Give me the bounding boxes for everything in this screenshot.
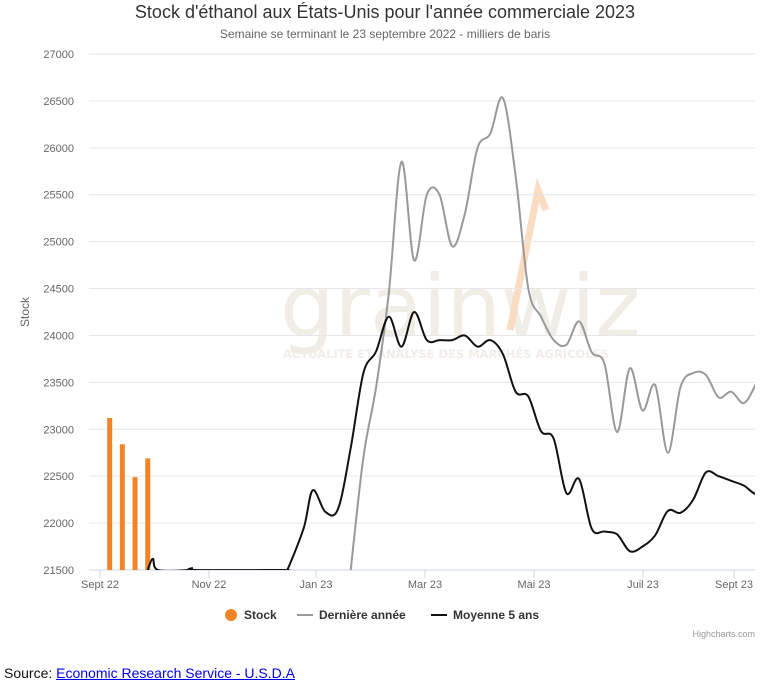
legend-label: Dernière année (319, 608, 406, 622)
legend-symbol (225, 609, 237, 621)
x-tick-label: Mar 23 (408, 579, 442, 591)
y-tick-label: 21500 (43, 565, 74, 577)
series-stock (107, 418, 151, 570)
legend-label: Stock (244, 608, 277, 622)
y-tick-label: 27000 (43, 49, 74, 61)
x-axis: Sept 22 Nov 22 Jan 23 Mar 23 Mai 23 Juil 23 Se… (81, 569, 755, 591)
watermark-brand: grainwiz (280, 257, 640, 357)
chart-title: Stock d'éthanol aux États-Unis pour l'an… (135, 2, 635, 22)
series-line-derniere-annee[interactable] (349, 96, 779, 570)
y-tick-label: 25500 (43, 190, 74, 202)
source-note: Source: Economic Research Service - U.S.… (4, 665, 295, 681)
legend-item-stock[interactable]: Stock (225, 608, 277, 622)
x-tick-label: Sept 23 (715, 579, 753, 591)
stock-bar[interactable] (132, 477, 138, 570)
grid-lines (89, 53, 755, 571)
y-tick-label: 23000 (43, 424, 74, 436)
ethanol-stock-chart: grainwiz ACTUALITÉ ET ANALYSE DES MARCHÉ… (18, 2, 779, 639)
grainwiz-watermark: grainwiz ACTUALITÉ ET ANALYSE DES MARCHÉ… (280, 177, 640, 361)
y-axis-ticks: 21500 22000 22500 23000 23500 24000 24500 25000… (43, 49, 74, 577)
y-tick-label: 26500 (43, 96, 74, 108)
stock-bar[interactable] (145, 458, 151, 570)
stock-bar[interactable] (107, 418, 113, 570)
source-link[interactable]: Economic Research Service - U.S.D.A (56, 665, 295, 681)
y-tick-label: 22000 (43, 518, 74, 530)
legend-item-moyenne-5-ans[interactable]: Moyenne 5 ans (431, 608, 539, 622)
source-prefix: Source: (4, 665, 57, 681)
stock-bar[interactable] (119, 444, 125, 570)
watermark-tagline: ACTUALITÉ ET ANALYSE DES MARCHÉS AGRICOL… (283, 346, 609, 361)
x-tick-label: Sept 22 (81, 579, 119, 591)
x-tick-label: Juil 23 (627, 579, 659, 591)
y-tick-label: 23500 (43, 377, 74, 389)
x-tick-label: Jan 23 (299, 579, 332, 591)
legend: Stock Dernière année Moyenne 5 ans (225, 608, 539, 622)
y-tick-label: 24500 (43, 284, 74, 296)
watermark-swoosh-icon (506, 177, 550, 331)
credits-link[interactable]: Highcharts.com (692, 629, 755, 639)
y-tick-label: 24000 (43, 330, 74, 342)
x-tick-label: Nov 22 (192, 579, 227, 591)
y-axis-title: Stock (18, 296, 32, 327)
y-tick-label: 22500 (43, 471, 74, 483)
y-tick-label: 26000 (43, 143, 74, 155)
y-tick-label: 25000 (43, 237, 74, 249)
legend-label: Moyenne 5 ans (453, 608, 539, 622)
plot-area (107, 96, 779, 573)
x-tick-label: Mai 23 (517, 579, 550, 591)
series-line-moyenne-5-ans[interactable] (146, 310, 770, 573)
legend-item-derniere-annee[interactable]: Dernière année (297, 608, 406, 622)
chart-subtitle: Semaine se terminant le 23 septembre 202… (220, 27, 550, 41)
